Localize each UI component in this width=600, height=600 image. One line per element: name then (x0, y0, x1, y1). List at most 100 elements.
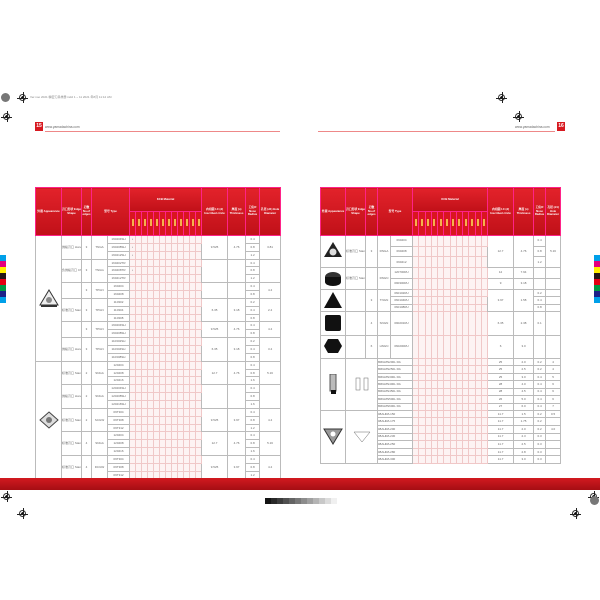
inscribed-circle: 11.7 (487, 447, 515, 457)
thickness (227, 282, 247, 299)
edge-shape: 负倒棱刃口 Chamfered type (61, 258, 82, 284)
threading-insert-image (320, 409, 346, 464)
grade-label-mark (439, 218, 442, 226)
material-grade-header (424, 211, 432, 236)
threading-drawing-image (345, 409, 378, 464)
left-product-table: 外观 Appearance 刃口形状 Edge Shape 刃数 No.of edg… (35, 187, 282, 480)
nose-radius: 0.3 (533, 432, 547, 442)
inscribed-circle: 12.7 (201, 431, 229, 457)
table-row: 标准刃口 Standard type4SNGA120404 12.74.760.4… (36, 431, 282, 457)
grade-label-mark (143, 218, 146, 226)
type-prefix: SNGN (377, 310, 391, 336)
material-cell (443, 303, 451, 312)
material-cell (195, 345, 203, 354)
table-row: 8MGMN200L RA 25 2.0 0.2 4 (320, 357, 562, 411)
type-prefix: DCGW (91, 455, 108, 480)
material-cell (455, 455, 464, 464)
inscribed-circle: 6 (487, 334, 515, 359)
material-grade-header (418, 211, 426, 236)
type-code: 160412SH (106, 250, 131, 260)
table-row: 标准刃口 Standard type2SNGA12040412.74.760.4… (35, 360, 282, 480)
thickness: 3.0 (513, 455, 535, 464)
type-code: 08AHR/L300 (376, 455, 414, 464)
nose-radius: 0.3 (533, 455, 547, 464)
nose-radius: 0.4 (245, 431, 261, 441)
type-code: 090300RU (389, 277, 414, 290)
grade-label-mark (173, 218, 176, 226)
nose-radius: 0.4 (245, 235, 261, 244)
edge-count (365, 266, 378, 290)
thickness: 5.0 (513, 395, 535, 404)
material-cell (430, 303, 439, 312)
hole-diameter: 5.16 (259, 431, 282, 457)
table-row: 090300RU 9 3.18 (321, 277, 562, 290)
color-swatch (594, 255, 600, 261)
thickness: 1.75 (513, 417, 535, 427)
material-cell (195, 439, 203, 449)
inscribed-circle: 25 (487, 357, 515, 367)
header-material: KCB Material (412, 187, 489, 212)
material-cell (195, 376, 203, 386)
material-cell (480, 303, 489, 312)
hole-diameter (545, 310, 562, 336)
thickness: 2.5 (513, 440, 535, 449)
material-cell (195, 250, 203, 260)
type-code: 110304 (106, 305, 131, 315)
grade-label-mark (464, 218, 467, 226)
nose-radius: 0.8 (245, 439, 261, 449)
type-code: 8MGMN500L RA (376, 395, 414, 404)
material-cell (461, 402, 470, 411)
grade-label-mark (149, 218, 152, 226)
type-code: 08AHR/L200 (376, 425, 414, 434)
thickness: 4.0 (513, 380, 535, 389)
nose-radius: 0.2 (533, 409, 547, 419)
hole-diameter (545, 447, 562, 457)
nose-radius: 0.4 (245, 305, 261, 315)
right-product-table: 外观 Appearance 刃口形状 Edge Shape 刃数 No.of edg… (320, 187, 562, 464)
table-row: 09T312 1.2 (36, 423, 281, 433)
material-cell (195, 305, 203, 315)
inscribed-circle (201, 384, 229, 409)
triangle-insert-image (35, 235, 62, 362)
material-cell (480, 402, 489, 411)
type-code: 08AHR/L230 (376, 432, 414, 442)
thickness: 2.38 (513, 310, 535, 336)
gray-swatch (313, 498, 319, 504)
page-number-circle-right (590, 496, 599, 505)
color-swatch (0, 267, 6, 273)
edge-shape (345, 288, 366, 312)
grade-label-mark (445, 218, 448, 226)
inscribed-circle: 11.7 (487, 455, 515, 464)
edge-count: 2 (81, 360, 92, 386)
type-code: 09T308 (106, 462, 131, 472)
gray-swatch (277, 498, 283, 504)
material-cell (461, 303, 470, 312)
edge-shape: 倒棱刃口 Honed type (61, 235, 82, 260)
color-swatch (0, 285, 6, 291)
material-cell (411, 455, 420, 464)
material-cell (430, 455, 439, 464)
thickness: 2.0 (513, 357, 535, 367)
nose-radius: 0.4 (245, 455, 261, 464)
nose-radius: 0.4 (245, 407, 261, 417)
crop-mark-icon (17, 92, 28, 103)
type-code: 120408 (106, 368, 131, 378)
hole-diameter (545, 440, 562, 449)
thickness: 3.97 (227, 407, 247, 433)
hexagon-insert-image (320, 334, 346, 359)
header-ic: 内切圆 I.C (d) Inscribed circle (487, 187, 515, 236)
hole-diameter: 7 (545, 402, 562, 411)
type-prefix: SCGW (91, 407, 108, 433)
material-cell (436, 303, 445, 312)
inscribed-circle (201, 258, 229, 284)
nose-radius: 0.4 (245, 321, 261, 331)
table-row: 08AHR/L230 11.7 2.3 0.3 (321, 432, 562, 442)
table-row: 120408SH 0.8 (36, 392, 281, 402)
type-prefix: RNGA (377, 235, 391, 268)
inscribed-circle: 28 (487, 387, 515, 397)
thickness: 3.18 (227, 297, 247, 323)
type-code: 090408 (389, 245, 414, 258)
type-code: 120416SH (106, 400, 131, 409)
edge-count: 4 (81, 455, 92, 480)
